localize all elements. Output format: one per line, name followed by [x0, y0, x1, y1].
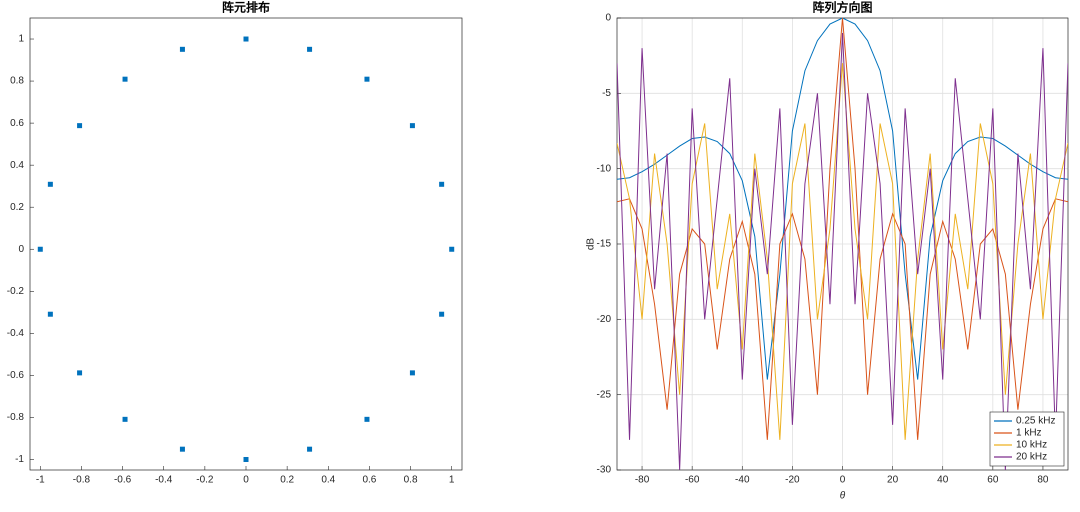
point — [37, 246, 43, 252]
chart-title: 阵列方向图 — [812, 0, 872, 15]
point — [47, 311, 53, 317]
point — [439, 311, 445, 317]
y-tick-label: -10 — [597, 163, 612, 174]
x-tick-label: -80 — [635, 475, 650, 486]
lines — [617, 18, 1068, 470]
y-tick-label: -30 — [597, 465, 612, 476]
series-line — [617, 63, 1068, 440]
point — [364, 76, 370, 82]
axes: -80 -60 -40 -20 0 20 40 60 80 -30 -25 -20 -15 -10 -5 0 阵… — [586, 0, 1069, 502]
series-line — [617, 18, 1068, 440]
legend-label: 10 kHz — [1016, 440, 1047, 451]
series-line — [617, 18, 1068, 380]
x-tick-label: -1 — [36, 475, 45, 486]
x-tick-label: 0.6 — [362, 475, 376, 486]
legend-label: 1 kHz — [1016, 428, 1042, 439]
point — [307, 446, 313, 452]
y-tick-label: -0.4 — [7, 328, 25, 339]
y-tick-label: 0 — [18, 244, 24, 255]
point — [122, 416, 128, 422]
x-tick-label: -0.4 — [155, 475, 173, 486]
y-tick-label: 0.8 — [10, 76, 24, 87]
x-tick-label: 1 — [449, 475, 455, 486]
plot-area — [30, 18, 462, 470]
point — [47, 181, 53, 187]
x-tick-label: 60 — [987, 475, 999, 486]
point — [179, 46, 185, 52]
y-tick-label: -15 — [597, 239, 612, 250]
chart-title: 阵元排布 — [222, 0, 270, 15]
y-tick-label: -0.6 — [7, 370, 25, 381]
y-tick-label: 1 — [18, 34, 24, 45]
x-tick-label: -40 — [735, 475, 750, 486]
x-tick-label: -20 — [785, 475, 800, 486]
y-tick-label: -0.2 — [7, 286, 25, 297]
point — [77, 370, 83, 376]
y-tick-label: 0 — [605, 13, 611, 24]
point — [77, 123, 83, 129]
x-tick-label: 40 — [937, 475, 949, 486]
series-line — [617, 33, 1068, 470]
x-axis-label: θ — [840, 491, 846, 502]
y-tick-label: -20 — [597, 314, 612, 325]
point — [122, 76, 128, 82]
point — [409, 123, 415, 129]
point — [179, 446, 185, 452]
y-tick-label: -1 — [15, 454, 24, 465]
point — [409, 370, 415, 376]
x-tick-label: -0.6 — [114, 475, 132, 486]
x-tick-label: -0.8 — [73, 475, 91, 486]
x-tick-label: 0.4 — [321, 475, 335, 486]
x-tick-label: 80 — [1037, 475, 1049, 486]
legend-label: 20 kHz — [1016, 452, 1047, 463]
x-tick-label: 0 — [243, 475, 249, 486]
x-tick-label: -60 — [685, 475, 700, 486]
point — [449, 246, 455, 252]
x-tick-label: -0.2 — [196, 475, 214, 486]
y-tick-label: 0.2 — [10, 202, 24, 213]
legend-label: 0.25 kHz — [1016, 416, 1055, 427]
axes-frame — [29, 17, 463, 471]
point — [439, 181, 445, 187]
point — [243, 456, 249, 462]
y-tick-label: -5 — [602, 88, 611, 99]
x-tick-label: 20 — [887, 475, 899, 486]
y-tick-label: -25 — [597, 389, 612, 400]
axes: -1 -0.8 -0.6 -0.4 -0.2 0 0.2 0.4 0.6 0.8 1 -1 -0.8 -0… — [7, 0, 463, 486]
x-tick-label: 0.8 — [404, 475, 418, 486]
point — [364, 416, 370, 422]
y-axis-label: dB — [586, 238, 597, 251]
point — [307, 46, 313, 52]
x-tick-label: 0.2 — [280, 475, 294, 486]
y-tick-label: -0.8 — [7, 412, 25, 423]
y-tick-label: 0.6 — [10, 118, 24, 129]
point — [243, 36, 249, 42]
x-tick-label: 0 — [840, 475, 846, 486]
y-tick-label: 0.4 — [10, 160, 24, 171]
